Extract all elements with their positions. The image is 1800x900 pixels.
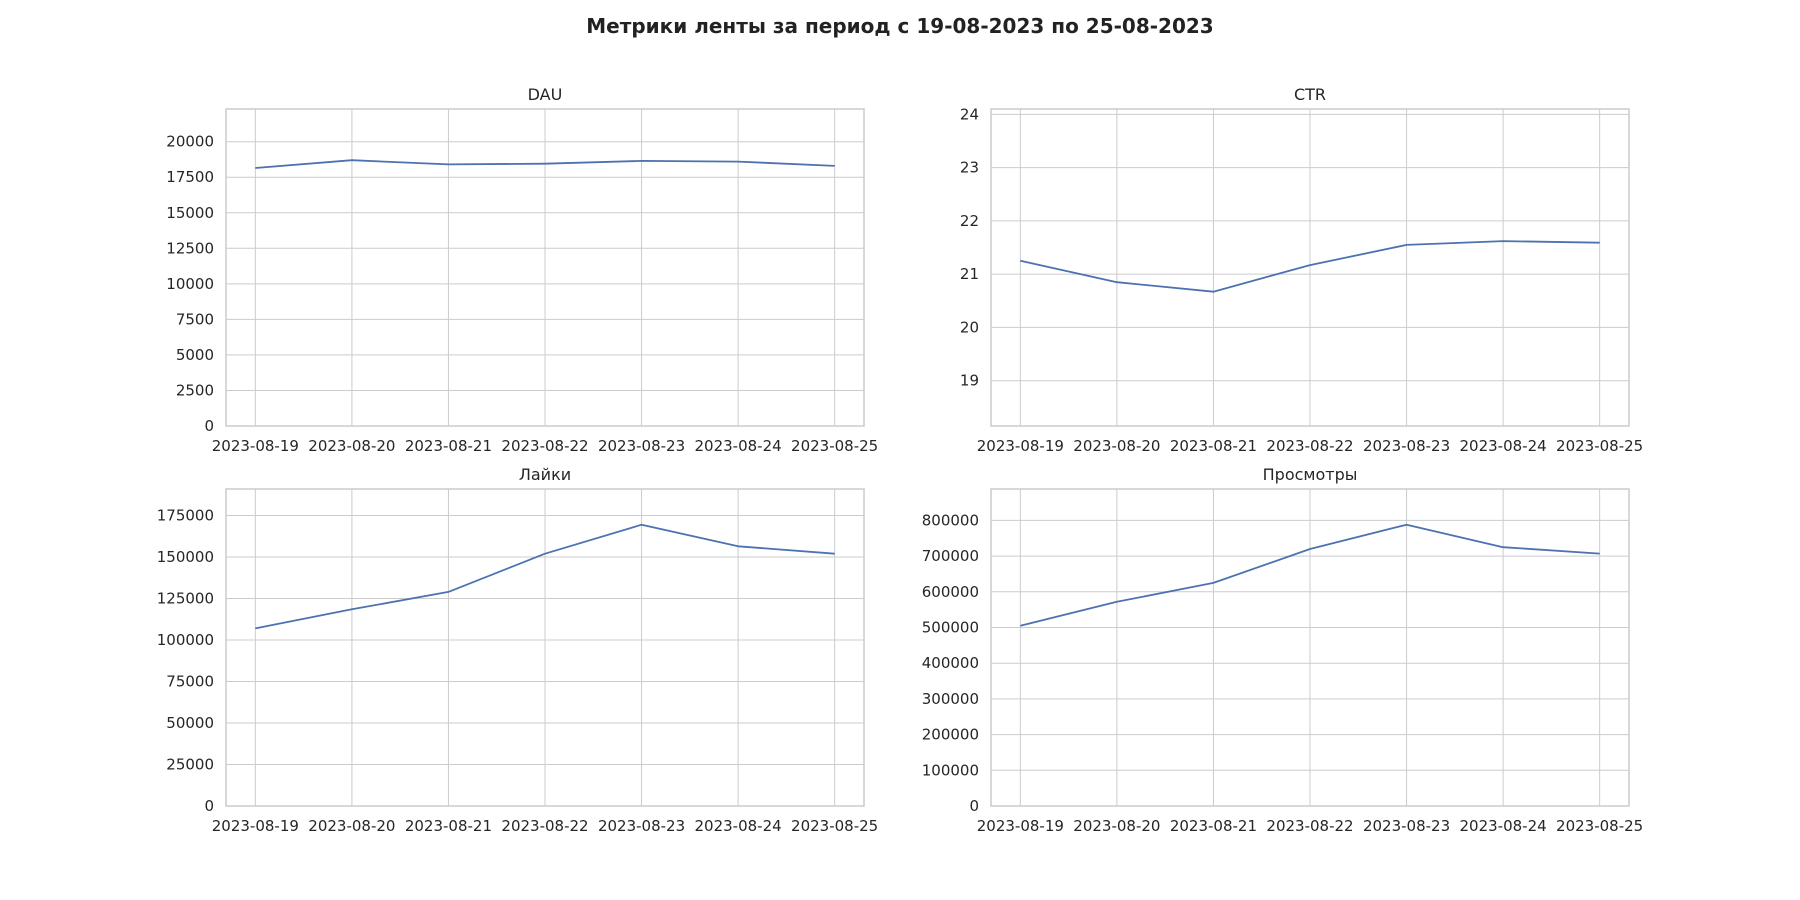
x-tick-label: 2023-08-21 <box>405 437 492 455</box>
x-tick-label: 2023-08-21 <box>1170 817 1257 835</box>
y-tick-label: 800000 <box>922 511 979 529</box>
plot-frame <box>225 488 865 807</box>
y-tick-label: 125000 <box>157 590 214 608</box>
y-tick-label: 20000 <box>166 133 214 151</box>
x-tick-label: 2023-08-23 <box>598 817 685 835</box>
panel-title-likes: Лайки <box>519 465 571 484</box>
x-tick-label: 2023-08-25 <box>1556 817 1643 835</box>
y-tick-label: 175000 <box>157 507 214 525</box>
x-tick-label: 2023-08-19 <box>977 817 1064 835</box>
plot-frame <box>990 108 1630 427</box>
panel-title-views: Просмотры <box>1263 465 1358 484</box>
y-tick-label: 150000 <box>157 548 214 566</box>
x-tick-label: 2023-08-21 <box>405 817 492 835</box>
y-tick-label: 100000 <box>157 631 214 649</box>
y-tick-label: 400000 <box>922 654 979 672</box>
series-line-likes <box>255 523 835 630</box>
y-tick-label: 12500 <box>166 239 214 257</box>
plot-frame <box>225 108 865 427</box>
y-tick-label: 300000 <box>922 690 979 708</box>
x-tick-label: 2023-08-20 <box>1073 817 1160 835</box>
x-tick-label: 2023-08-24 <box>695 817 782 835</box>
y-tick-label: 10000 <box>166 275 214 293</box>
chart-dau: 0 2500 5000 7500 10000 12500 15000 17500 20000 20… <box>166 85 878 455</box>
y-tick-label: 24 <box>960 105 979 123</box>
x-tick-label: 2023-08-23 <box>1363 817 1450 835</box>
y-tick-label: 0 <box>204 797 214 815</box>
x-tick-label: 2023-08-20 <box>308 437 395 455</box>
y-tick-label: 700000 <box>922 547 979 565</box>
x-tick-label: 2023-08-25 <box>1556 437 1643 455</box>
series-line-views <box>1020 523 1600 627</box>
x-tick-label: 2023-08-24 <box>1460 817 1547 835</box>
y-tick-label: 600000 <box>922 583 979 601</box>
x-tick-label: 2023-08-24 <box>695 437 782 455</box>
y-tick-label: 20 <box>960 318 979 336</box>
x-tick-label: 2023-08-22 <box>1266 437 1353 455</box>
series-line-dau <box>255 159 835 169</box>
y-tick-label: 0 <box>969 797 979 815</box>
chart-views: 0 100000 200000 300000 400000 500000 600000 700… <box>922 465 1644 835</box>
y-tick-label: 21 <box>960 265 979 283</box>
chart-likes: 0 25000 50000 75000 100000 125000 150000 175000… <box>157 465 879 835</box>
y-tick-label: 2500 <box>176 381 214 399</box>
series-line-ctr <box>1020 240 1600 293</box>
y-tick-label: 50000 <box>166 714 214 732</box>
x-tick-label: 2023-08-20 <box>308 817 395 835</box>
x-tick-label: 2023-08-19 <box>212 817 299 835</box>
y-tick-label: 23 <box>960 159 979 177</box>
y-tick-label: 19 <box>960 372 979 390</box>
chart-ctr: 19 20 21 22 23 24 2023-08-19 2023-08-20 2023-08-… <box>960 85 1643 455</box>
x-tick-label: 2023-08-24 <box>1460 437 1547 455</box>
x-tick-label: 2023-08-22 <box>501 817 588 835</box>
x-tick-label: 2023-08-20 <box>1073 437 1160 455</box>
panel-title-ctr: CTR <box>1294 85 1326 104</box>
y-tick-label: 500000 <box>922 619 979 637</box>
figure-title: Метрики ленты за период с 19-08-2023 по … <box>586 14 1214 38</box>
y-tick-label: 22 <box>960 212 979 230</box>
y-tick-label: 25000 <box>166 756 214 774</box>
x-tick-label: 2023-08-23 <box>598 437 685 455</box>
y-tick-label: 15000 <box>166 204 214 222</box>
y-tick-label: 17500 <box>166 168 214 186</box>
plot-frame <box>990 488 1630 807</box>
y-tick-label: 0 <box>204 417 214 435</box>
y-tick-label: 100000 <box>922 761 979 779</box>
y-tick-label: 75000 <box>166 673 214 691</box>
x-tick-label: 2023-08-23 <box>1363 437 1450 455</box>
x-tick-label: 2023-08-25 <box>791 817 878 835</box>
x-tick-label: 2023-08-21 <box>1170 437 1257 455</box>
x-tick-label: 2023-08-19 <box>977 437 1064 455</box>
x-tick-label: 2023-08-22 <box>501 437 588 455</box>
y-tick-label: 200000 <box>922 726 979 744</box>
y-tick-label: 7500 <box>176 310 214 328</box>
x-tick-label: 2023-08-19 <box>212 437 299 455</box>
y-tick-label: 5000 <box>176 346 214 364</box>
x-tick-label: 2023-08-22 <box>1266 817 1353 835</box>
x-tick-label: 2023-08-25 <box>791 437 878 455</box>
panel-title-dau: DAU <box>528 85 563 104</box>
